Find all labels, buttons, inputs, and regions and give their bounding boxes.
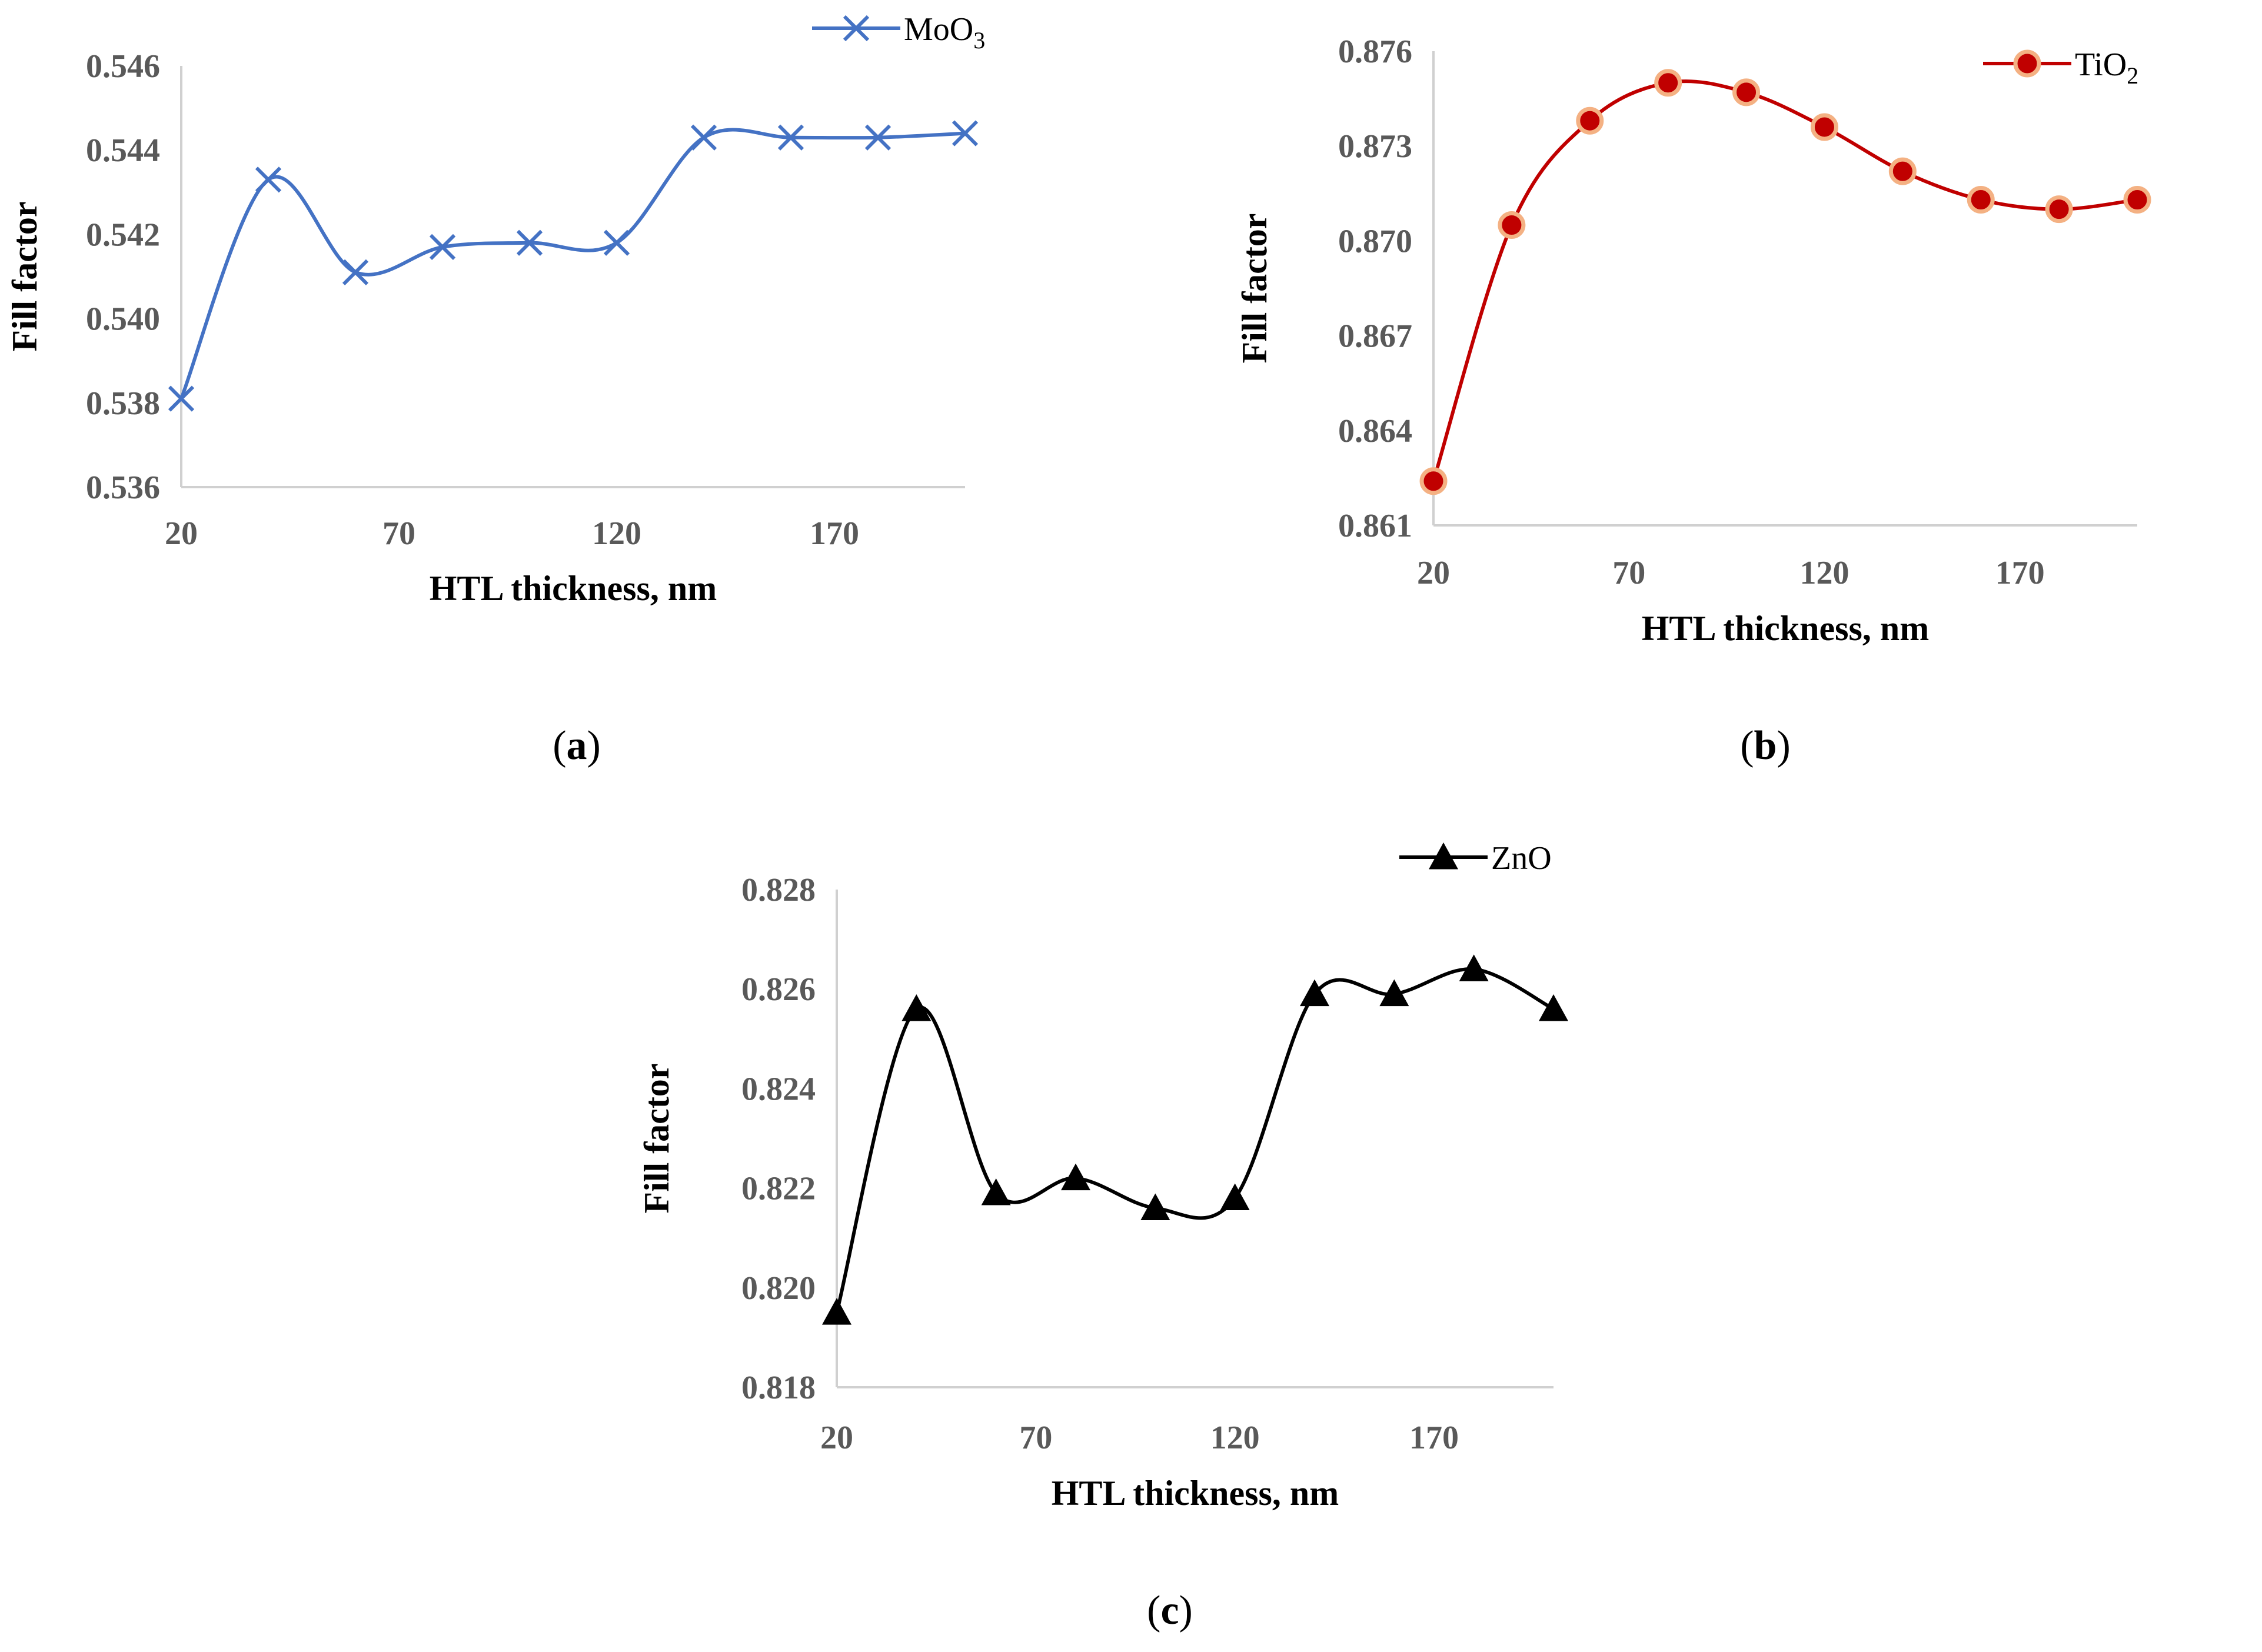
data-point: [603, 229, 630, 256]
y-axis-title: Fill factor: [637, 1064, 676, 1214]
y-tick-label: 0.538: [86, 385, 160, 422]
y-tick-label: 0.828: [741, 872, 816, 908]
legend-label-main: TiO: [2075, 46, 2127, 83]
data-point: [777, 124, 804, 151]
y-tick-label: 0.544: [86, 132, 160, 169]
data-point: [1419, 467, 1448, 495]
data-point: [1140, 1193, 1170, 1220]
data-point: [168, 385, 195, 412]
y-tick-label: 0.824: [741, 1071, 816, 1107]
y-axis-title: Fill factor: [5, 202, 44, 352]
y-tick-label: 0.867: [1338, 318, 1412, 355]
data-point: [1967, 186, 1995, 214]
x-tick-label: 20: [1417, 555, 1450, 591]
y-tick-label: 0.870: [1338, 223, 1412, 259]
data-point: [1061, 1163, 1090, 1191]
data-point: [516, 229, 543, 256]
data-point: [1300, 979, 1329, 1007]
data-point: [1220, 1183, 1250, 1211]
y-tick-label: 0.820: [741, 1270, 816, 1307]
y-tick-label: 0.873: [1338, 128, 1412, 165]
legend-label: MoO3: [904, 11, 985, 54]
panel-label-letter: b: [1754, 723, 1777, 768]
legend-label-main: ZnO: [1491, 840, 1552, 877]
y-tick-label: 0.822: [741, 1171, 816, 1207]
x-tick-label: 70: [1019, 1420, 1052, 1456]
data-point: [981, 1178, 1011, 1205]
y-tick-label: 0.818: [741, 1370, 816, 1406]
data-point: [2045, 195, 2073, 224]
x-tick-label: 70: [382, 515, 415, 552]
data-point: [1888, 157, 1917, 185]
x-tick-label: 170: [1995, 555, 2045, 591]
legend-label: TiO2: [2075, 46, 2138, 89]
data-point: [1459, 954, 1489, 981]
legend-label-subscript: 2: [2127, 62, 2138, 89]
y-tick-label: 0.542: [86, 217, 160, 253]
y-tick-label: 0.826: [741, 971, 816, 1008]
y-tick-label: 0.864: [1338, 413, 1412, 449]
data-point: [255, 166, 282, 193]
x-tick-label: 20: [820, 1420, 853, 1456]
y-tick-label: 0.546: [86, 48, 160, 85]
legend-label-main: MoO: [904, 11, 973, 48]
x-tick-label: 70: [1612, 555, 1645, 591]
data-point: [1576, 106, 1604, 135]
panel-label-letter: c: [1160, 1588, 1179, 1633]
data-point: [902, 994, 932, 1021]
x-axis-title: HTL thickness, nm: [1642, 609, 1929, 648]
panel-label: (b): [1740, 723, 1791, 768]
data-point: [690, 124, 717, 151]
x-axis-title: HTL thickness, nm: [1052, 1474, 1339, 1513]
legend-label-subscript: 3: [973, 27, 985, 54]
panel-label-letter: a: [567, 723, 587, 768]
series-line: [179, 128, 966, 399]
x-tick-label: 170: [810, 515, 859, 552]
legend-marker: [1429, 842, 1458, 870]
y-tick-label: 0.540: [86, 301, 160, 338]
data-point: [342, 259, 369, 285]
series-line: [1432, 79, 2138, 482]
x-tick-label: 120: [592, 515, 641, 552]
x-tick-label: 170: [1409, 1420, 1459, 1456]
chart-b: 0.861 0.864 0.867 0.870 0.873 0.876 20 70 120 170…: [1235, 34, 2151, 768]
data-point: [429, 234, 456, 261]
legend-marker: [843, 15, 870, 42]
chart-c: 0.818 0.820 0.822 0.824 0.826 0.828 20 70 120 170…: [637, 840, 1568, 1633]
data-point: [1654, 69, 1682, 97]
y-tick-label: 0.536: [86, 469, 160, 506]
x-tick-label: 120: [1210, 1420, 1260, 1456]
x-tick-label: 120: [1799, 555, 1849, 591]
chart-a: 0.536 0.538 0.540 0.542 0.544 0.546 20 70 120 170…: [5, 11, 985, 768]
data-point: [1732, 78, 1761, 106]
data-point: [1810, 113, 1838, 141]
legend-label: ZnO: [1491, 840, 1552, 877]
x-tick-label: 20: [165, 515, 198, 552]
data-point: [1379, 979, 1409, 1007]
legend-marker: [2013, 49, 2041, 78]
series-line: [835, 967, 1555, 1313]
panel-label: (c): [1147, 1588, 1193, 1633]
y-tick-label: 0.861: [1338, 508, 1412, 544]
x-axis-title: HTL thickness, nm: [430, 569, 717, 608]
y-axis-title: Fill factor: [1235, 214, 1274, 364]
data-point: [2123, 186, 2151, 214]
data-point: [1539, 994, 1568, 1021]
y-tick-label: 0.876: [1338, 34, 1412, 70]
panel-label: (a): [553, 723, 601, 768]
data-point: [822, 1298, 851, 1325]
data-point: [864, 124, 892, 151]
data-point: [952, 120, 979, 146]
data-point: [1498, 211, 1526, 239]
